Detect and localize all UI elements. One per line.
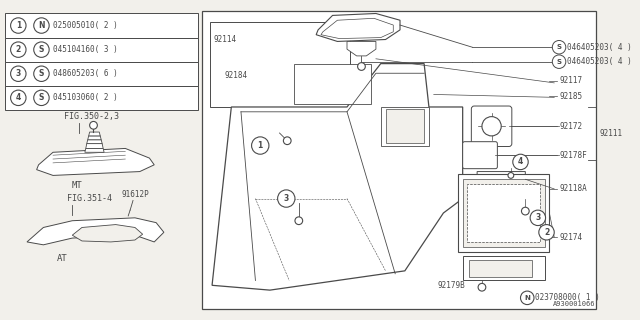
Circle shape (11, 66, 26, 82)
Polygon shape (89, 132, 100, 136)
Text: 046405203( 4 ): 046405203( 4 ) (567, 43, 632, 52)
Bar (5, 86, 198, 110)
Polygon shape (477, 172, 525, 196)
Bar (202, 11, 596, 309)
Circle shape (34, 90, 49, 106)
Circle shape (278, 190, 295, 207)
Bar (469, 260, 532, 276)
Text: 92114: 92114 (214, 35, 237, 44)
Bar (5, 13, 198, 37)
Text: 92172: 92172 (559, 122, 582, 131)
Text: 92185: 92185 (559, 92, 582, 101)
FancyBboxPatch shape (463, 142, 497, 169)
Circle shape (539, 225, 554, 240)
Polygon shape (88, 136, 101, 140)
Text: 048605203( 6 ): 048605203( 6 ) (53, 69, 118, 78)
Text: 3: 3 (535, 213, 540, 222)
Text: AT: AT (57, 254, 68, 263)
Polygon shape (36, 148, 154, 175)
Text: A930001066: A930001066 (553, 300, 596, 307)
Text: MT: MT (72, 181, 83, 190)
Text: 92174: 92174 (559, 233, 582, 242)
Bar (5, 62, 198, 86)
Text: 3: 3 (284, 194, 289, 203)
Polygon shape (86, 144, 103, 148)
Circle shape (90, 122, 97, 129)
Circle shape (11, 18, 26, 33)
Polygon shape (482, 174, 520, 192)
Circle shape (252, 137, 269, 154)
Text: 92184: 92184 (225, 71, 248, 80)
Text: 046405203( 4 ): 046405203( 4 ) (567, 57, 632, 66)
Circle shape (478, 284, 486, 291)
Text: S: S (39, 69, 44, 78)
Text: S: S (557, 44, 561, 50)
Text: 025005010( 2 ): 025005010( 2 ) (53, 21, 118, 30)
Circle shape (295, 217, 303, 225)
Text: FIG.350-2,3: FIG.350-2,3 (64, 112, 119, 122)
Text: 2: 2 (544, 228, 549, 237)
Bar (458, 174, 549, 252)
Polygon shape (85, 148, 104, 152)
Text: S: S (39, 45, 44, 54)
Text: 1: 1 (258, 141, 263, 150)
Text: 045104160( 3 ): 045104160( 3 ) (53, 45, 118, 54)
Circle shape (284, 137, 291, 145)
Text: 2: 2 (16, 45, 21, 54)
Text: 023708000( 1 ): 023708000( 1 ) (535, 293, 600, 302)
Text: 92111: 92111 (600, 130, 623, 139)
Polygon shape (27, 218, 164, 245)
Circle shape (34, 66, 49, 82)
Text: 4: 4 (16, 93, 21, 102)
Text: FIG.351-4: FIG.351-4 (67, 194, 113, 204)
Bar (463, 256, 545, 281)
Text: S: S (557, 59, 561, 65)
Text: 91612P: 91612P (121, 189, 149, 198)
Circle shape (508, 172, 514, 178)
Text: N: N (38, 21, 45, 30)
Text: 4: 4 (518, 157, 523, 166)
Circle shape (11, 90, 26, 106)
Circle shape (34, 42, 49, 57)
Text: 3: 3 (16, 69, 21, 78)
Polygon shape (381, 107, 429, 146)
Text: 92118A: 92118A (559, 184, 587, 193)
FancyBboxPatch shape (471, 106, 512, 147)
Polygon shape (347, 42, 376, 56)
Polygon shape (316, 13, 400, 42)
Bar (463, 179, 545, 247)
Circle shape (358, 63, 365, 70)
Circle shape (552, 55, 566, 68)
Text: 92178F: 92178F (559, 151, 587, 160)
Text: 045103060( 2 ): 045103060( 2 ) (53, 93, 118, 102)
Bar (294, 64, 371, 104)
Bar (467, 184, 540, 242)
Polygon shape (321, 18, 393, 38)
Circle shape (552, 40, 566, 54)
Text: 1: 1 (16, 21, 21, 30)
Polygon shape (87, 140, 102, 144)
Bar (385, 109, 424, 143)
Circle shape (522, 207, 529, 215)
Polygon shape (212, 64, 463, 290)
Circle shape (11, 42, 26, 57)
Polygon shape (72, 225, 143, 242)
Bar (5, 37, 198, 62)
Circle shape (34, 18, 49, 33)
Circle shape (482, 116, 501, 136)
Bar (210, 22, 350, 107)
Circle shape (530, 210, 545, 226)
Text: S: S (39, 93, 44, 102)
Circle shape (513, 154, 528, 170)
Text: N: N (524, 295, 530, 301)
Circle shape (520, 291, 534, 305)
Text: 92117: 92117 (559, 76, 582, 85)
Text: 92179B: 92179B (438, 281, 465, 290)
